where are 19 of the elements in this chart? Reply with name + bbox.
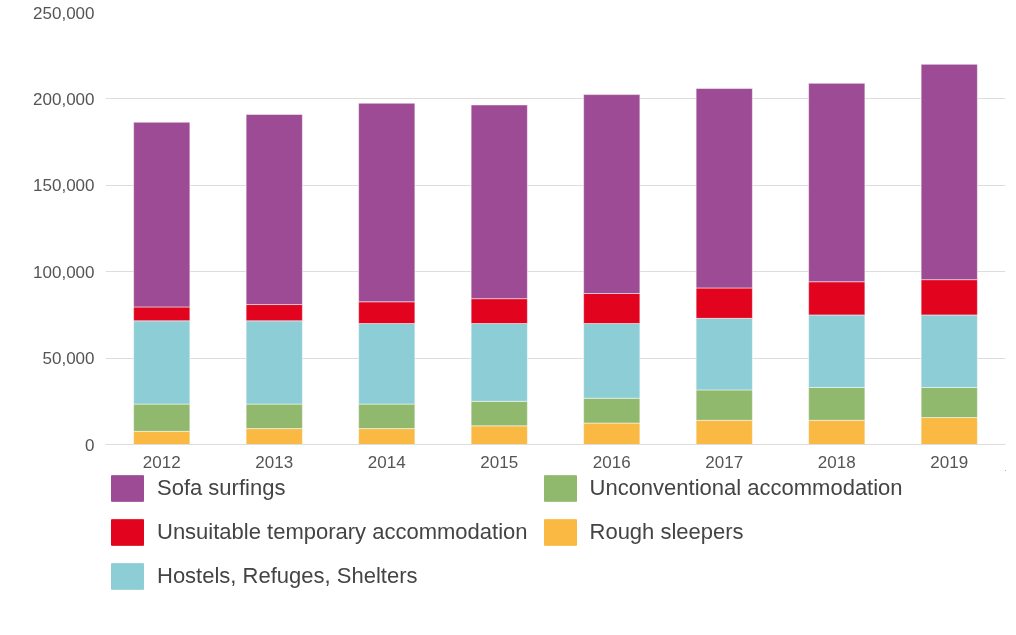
x-tick-label: 2013 <box>255 452 294 472</box>
legend-label: Sofa surfings <box>157 475 286 501</box>
legend-label: Rough sleepers <box>589 519 744 545</box>
y-tick-label: 200,000 <box>33 89 95 109</box>
y-tick-label: 250,000 <box>33 3 95 23</box>
legend-label: Hostels, Refuges, Shelters <box>157 563 418 589</box>
legend-label: Unsuitable temporary accommodation <box>157 519 528 545</box>
x-tick-label: 2018 <box>817 452 856 472</box>
y-tick-label: 100,000 <box>33 262 95 282</box>
x-tick-label: 2015 <box>480 452 519 472</box>
x-tick-label: 2017 <box>705 452 744 472</box>
y-tick-label: 150,000 <box>33 176 95 196</box>
x-tick-label: 2016 <box>592 452 631 472</box>
legend-label: Unconventional accommodation <box>589 475 903 501</box>
y-tick-label: 50,000 <box>42 349 95 369</box>
x-tick-label: 2019 <box>930 452 969 472</box>
x-tick-label: 2014 <box>367 452 406 472</box>
x-tick-label: 2012 <box>142 452 181 472</box>
y-tick-label: 0 <box>85 435 95 455</box>
